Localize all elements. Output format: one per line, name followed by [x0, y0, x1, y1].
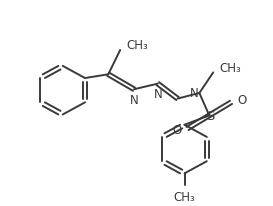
- Text: N: N: [190, 87, 198, 100]
- Text: CH₃: CH₃: [219, 62, 241, 75]
- Text: CH₃: CH₃: [174, 191, 195, 204]
- Text: CH₃: CH₃: [126, 39, 148, 52]
- Text: O: O: [172, 124, 182, 137]
- Text: N: N: [130, 94, 138, 107]
- Text: O: O: [237, 94, 246, 107]
- Text: N: N: [153, 88, 162, 101]
- Text: S: S: [206, 110, 214, 123]
